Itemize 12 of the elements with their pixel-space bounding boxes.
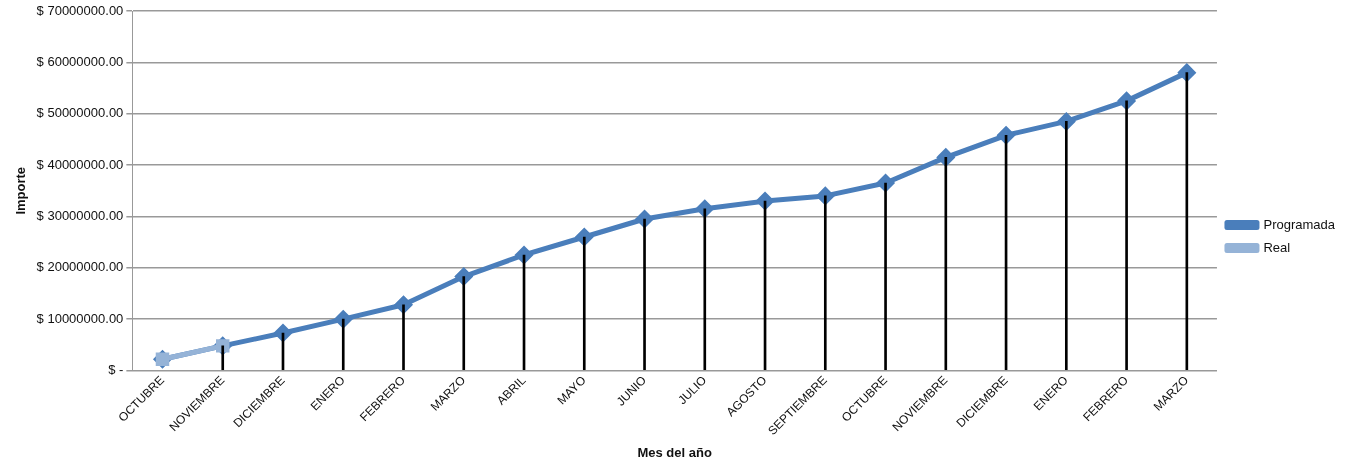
- y-tick-label: $ 10000000.00: [36, 310, 124, 326]
- y-tick-label: $ 20000000.00: [36, 259, 124, 275]
- y-tick-label: $ 40000000.00: [36, 156, 124, 172]
- y-tick-label: $ 60000000.00: [36, 53, 124, 69]
- y-tick-label: $ -: [108, 362, 124, 378]
- y-tick-label: $ 50000000.00: [36, 105, 124, 121]
- y-tick-label: $ 70000000.00: [36, 2, 124, 18]
- y-tick-label: $ 30000000.00: [36, 208, 124, 224]
- y-axis-title: Importe: [13, 166, 29, 215]
- x-axis-title: Mes del año: [637, 444, 712, 460]
- legend-label: Real: [1263, 239, 1291, 255]
- legend-label: Programada: [1263, 216, 1336, 232]
